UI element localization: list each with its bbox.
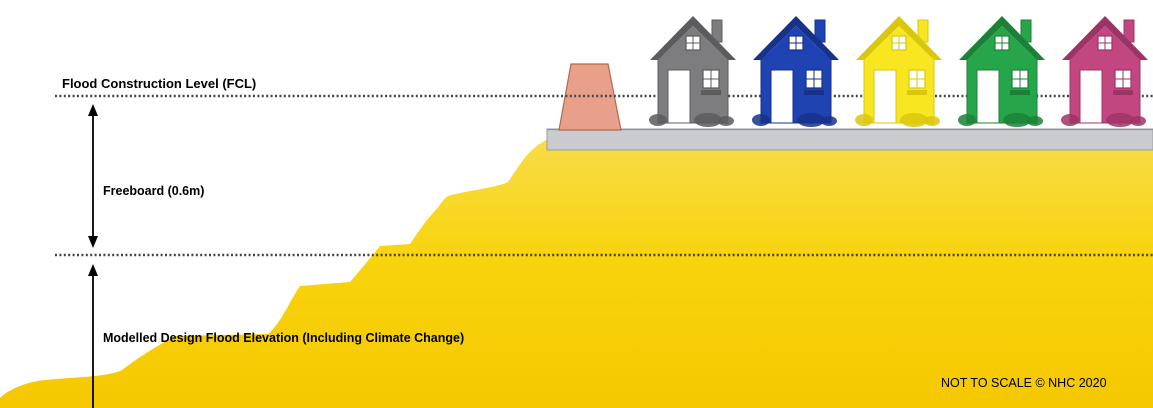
fcl-label: Flood Construction Level (FCL)	[62, 76, 257, 91]
design-flood-arrow	[88, 264, 98, 408]
gray-house	[649, 16, 736, 127]
blue-house	[752, 16, 839, 127]
yellow-house	[855, 16, 942, 127]
flood-water-area	[0, 133, 1153, 408]
dike	[558, 63, 622, 131]
not-to-scale-note: NOT TO SCALE © NHC 2020	[941, 376, 1107, 390]
freeboard-arrow	[88, 104, 98, 248]
houses-group	[649, 16, 1148, 127]
freeboard-label: Freeboard (0.6m)	[103, 184, 205, 198]
building-platform	[546, 128, 1153, 151]
green-house	[958, 16, 1045, 127]
design-flood-elevation-label: Modelled Design Flood Elevation (Includi…	[103, 331, 465, 345]
pink-house	[1061, 16, 1148, 127]
